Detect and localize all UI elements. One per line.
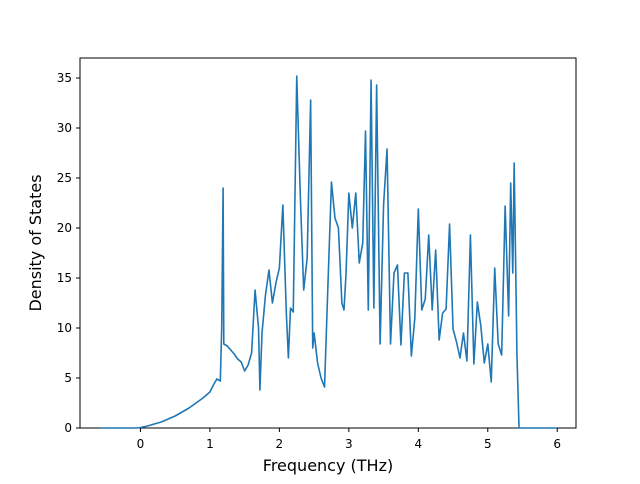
x-tick-label: 0 xyxy=(137,437,145,451)
x-axis-ticks: 0 1 2 3 4 5 6 xyxy=(137,428,561,451)
y-tick-label: 35 xyxy=(57,71,72,85)
y-tick-label: 15 xyxy=(57,271,72,285)
x-tick-label: 3 xyxy=(345,437,353,451)
axes-frame xyxy=(79,57,577,429)
y-tick-label: 25 xyxy=(57,171,72,185)
x-tick-label: 5 xyxy=(484,437,492,451)
y-tick-label: 0 xyxy=(64,421,72,435)
x-tick-label: 6 xyxy=(553,437,561,451)
y-tick-label: 5 xyxy=(64,371,72,385)
plot-area xyxy=(79,57,577,429)
y-tick-label: 20 xyxy=(57,221,72,235)
x-tick-label: 4 xyxy=(414,437,422,451)
y-tick-label: 10 xyxy=(57,321,72,335)
x-axis-label: Frequency (THz) xyxy=(263,456,393,475)
y-axis-label: Density of States xyxy=(26,174,45,311)
y-tick-label: 30 xyxy=(57,121,72,135)
x-tick-label: 2 xyxy=(276,437,284,451)
dos-series-line xyxy=(101,75,557,429)
y-axis-ticks: 0 5 10 15 20 25 30 35 xyxy=(57,71,80,435)
x-tick-label: 1 xyxy=(206,437,214,451)
